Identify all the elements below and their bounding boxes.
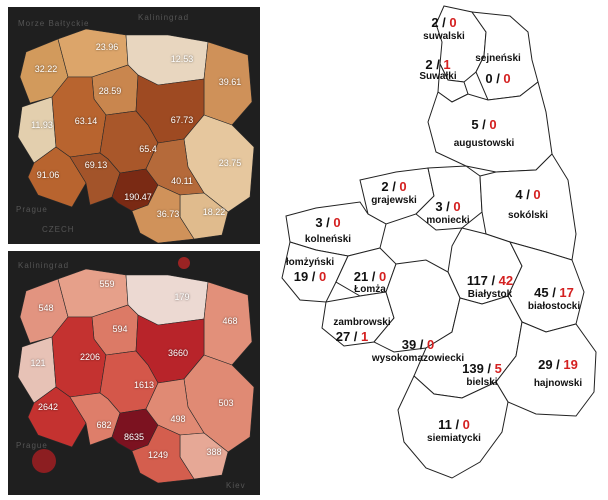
county-augustowski: 5 / 0 augustowski	[453, 117, 515, 149]
value-label: 18.22	[202, 207, 226, 217]
bg-label-kaliningrad: Kaliningrad	[18, 261, 70, 270]
county-suwalski: 2 / 0 suwalski	[423, 15, 465, 42]
county-kolnenski: 3 / 0 kolneński	[304, 215, 352, 245]
county-lomzynski: łomżyński 19 / 0	[285, 257, 335, 284]
value-label: 91.06	[36, 170, 60, 180]
poland-map-top: Morze Bałtyckie Kaliningrad Prague CZECH…	[8, 7, 260, 244]
podlaskie-county-map: 2 / 0 suwalski sejneński 2 / 1 Suwałki 0…	[276, 2, 606, 498]
value-label: 2642	[37, 402, 59, 412]
value-label: 3660	[167, 348, 189, 358]
poland-choropleth-bottom	[17, 257, 255, 484]
value-label: 121	[30, 358, 46, 368]
county-grajewski: 2 / 0 grajewski	[371, 179, 417, 206]
value-label: 28.59	[98, 86, 122, 96]
value-label: 503	[218, 398, 234, 408]
value-label: 69.13	[84, 160, 108, 170]
value-label: 65.4	[139, 144, 157, 154]
county-lomza-city: 21 / 0 Łomża	[353, 269, 387, 295]
poland-choropleth-top	[17, 28, 255, 244]
county-siemiatycki: 11 / 0 siemiatycki	[427, 417, 481, 444]
county-sejnenski-values: 0 / 0	[485, 71, 511, 86]
county-zambrowski: zambrowski 27 / 1	[333, 317, 391, 344]
bg-label-sea: Morze Bałtyckie	[18, 19, 90, 28]
county-wysokomazowiecki: 39 / 0 wysokomazowiecki	[371, 337, 465, 364]
value-label: 8635	[123, 432, 145, 442]
value-label: 67.73	[170, 115, 194, 125]
value-label: 36.73	[156, 209, 180, 219]
bg-label-czech: CZECH	[42, 225, 75, 234]
county-sokolski: 4 / 0 sokólski	[507, 187, 549, 221]
bg-label-prague: Prague	[16, 441, 48, 450]
value-label: 1249	[147, 450, 169, 460]
value-label: 1613	[133, 380, 155, 390]
value-label: 23.96	[95, 42, 119, 52]
county-bielski: 139 / 5 bielski	[462, 361, 502, 388]
value-label: 2206	[79, 352, 101, 362]
county-suwalki-city: 2 / 1 Suwałki	[419, 57, 457, 82]
poland-map-bottom: Kaliningrad Prague Kiev 559 179 548 594 …	[8, 251, 260, 495]
value-label: 559	[99, 279, 115, 289]
county-outline	[281, 5, 597, 479]
value-label: 11.93	[31, 120, 53, 130]
value-label: 594	[112, 324, 128, 334]
value-label: 32.22	[34, 64, 58, 74]
value-label: 190.47	[124, 192, 152, 202]
value-label: 12.53	[170, 54, 194, 64]
value-label: 388	[206, 447, 222, 457]
bg-label-kiev: Kiev	[226, 481, 246, 490]
value-label: 498	[170, 414, 186, 424]
county-bialystok-city: 117 / 42 Białystok	[466, 273, 514, 300]
value-label: 23.75	[218, 158, 242, 168]
county-sejnenski: sejneński	[475, 53, 521, 64]
county-bialostocki: 45 / 17 białostocki	[527, 285, 581, 312]
value-label: 179	[174, 292, 190, 302]
value-label: 39.61	[218, 77, 242, 87]
value-label: 682	[96, 420, 112, 430]
value-label: 63.14	[74, 116, 98, 126]
value-label: 548	[38, 303, 54, 313]
county-hajnowski: 29 / 19 hajnowski	[533, 357, 583, 389]
value-label: 40.11	[171, 176, 193, 186]
value-label: 468	[222, 316, 238, 326]
county-moniecki: 3 / 0 moniecki	[426, 199, 470, 226]
bg-label-prague: Prague	[16, 205, 48, 214]
bg-label-kaliningrad: Kaliningrad	[138, 13, 190, 22]
